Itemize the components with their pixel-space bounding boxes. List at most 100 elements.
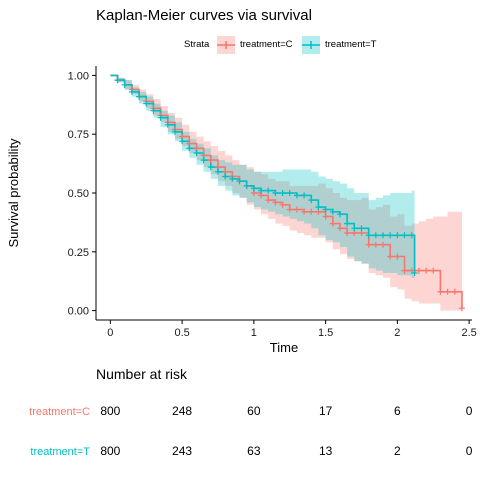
censor-mark (365, 241, 372, 248)
censor-mark (272, 199, 279, 206)
y-tick-label: 0.75 (68, 129, 89, 141)
x-tick-label: 2 (394, 327, 400, 339)
censor-mark (380, 232, 386, 239)
x-tick-label: 2.5 (461, 327, 476, 339)
censor-mark (136, 93, 143, 100)
censor-mark (401, 267, 408, 274)
x-tick-label: 1 (251, 327, 257, 339)
censor-mark (301, 208, 308, 215)
censor-mark (286, 206, 293, 213)
censor-mark (293, 192, 300, 199)
censor-mark (207, 157, 214, 164)
censor-mark (143, 100, 150, 107)
censor-mark (329, 208, 336, 215)
censor-mark (193, 150, 200, 156)
censor-mark (437, 288, 444, 295)
censor-mark (272, 190, 279, 196)
censor-mark (315, 204, 322, 211)
censor-mark (128, 88, 135, 95)
risk-count: 13 (319, 444, 333, 458)
x-tick-label: 0.5 (174, 327, 189, 339)
risk-table-title: Number at risk (96, 366, 188, 382)
censor-mark (301, 192, 308, 199)
censor-mark (157, 114, 164, 121)
risk-count: 63 (247, 444, 261, 458)
censor-mark (380, 241, 386, 248)
risk-count: 2 (394, 444, 401, 458)
censor-mark (351, 225, 358, 232)
confidence-band-treatment-t (110, 75, 415, 302)
censor-marks-treatment-t (114, 77, 418, 276)
x-axis-ticks: 0 0.5 1 1.5 2 2.5 (107, 320, 477, 339)
censor-mark (344, 220, 351, 227)
risk-count: 800 (100, 404, 120, 418)
censor-mark (337, 211, 343, 218)
censor-mark (229, 175, 236, 182)
legend-key-treatment-c (217, 36, 235, 54)
censor-mark (200, 157, 207, 164)
x-tick-label: 0 (107, 327, 113, 339)
risk-row-treatment-c: treatment=C 800 248 60 17 6 0 (29, 404, 473, 418)
x-tick-label: 1.5 (318, 327, 333, 339)
censor-mark (459, 305, 465, 312)
censor-mark (265, 197, 272, 204)
y-tick-label: 0.25 (68, 247, 89, 259)
y-tick-label: 1.00 (68, 70, 89, 82)
censor-mark (365, 232, 372, 239)
legend-label-treatment-c: treatment=C (240, 39, 293, 50)
risk-row-treatment-t: treatment=T 800 243 63 13 2 0 (30, 444, 472, 458)
censor-mark (387, 232, 394, 239)
censor-mark (344, 230, 351, 236)
censor-mark (394, 253, 401, 260)
plot-area (110, 74, 465, 312)
censor-mark (337, 225, 343, 232)
censor-mark (207, 164, 214, 171)
risk-count: 0 (466, 444, 473, 458)
censor-mark (408, 232, 415, 239)
risk-count: 0 (466, 404, 473, 418)
censor-mark (401, 232, 408, 239)
censor-mark (179, 138, 186, 145)
censor-mark (186, 145, 193, 152)
censor-mark (121, 81, 128, 88)
censor-mark (243, 182, 250, 189)
risk-count: 800 (100, 444, 120, 458)
y-axis-title: Survival probability (6, 138, 21, 248)
censor-mark (411, 270, 418, 276)
censor-mark (308, 208, 315, 215)
censor-mark (415, 267, 422, 274)
censor-mark (358, 225, 365, 232)
y-tick-label: 0.50 (68, 188, 89, 200)
risk-row-label: treatment=C (29, 406, 90, 418)
censor-mark (114, 77, 121, 84)
censor-mark (372, 241, 379, 248)
risk-count: 248 (172, 404, 192, 418)
censor-mark (171, 128, 178, 135)
risk-row-label: treatment=T (30, 446, 90, 458)
censor-mark (279, 201, 286, 208)
legend: Strata treatment=C treatment=T (184, 36, 377, 54)
censor-mark (372, 232, 379, 239)
censor-mark (430, 267, 437, 274)
censor-mark (164, 121, 171, 128)
censor-mark (293, 206, 300, 213)
censor-mark (329, 220, 336, 227)
chart-title: Kaplan-Meier curves via survival (96, 7, 312, 24)
censor-mark (150, 107, 157, 114)
x-axis-title: Time (270, 340, 298, 355)
censor-mark (258, 187, 264, 194)
censor-mark (444, 288, 451, 295)
censor-mark (222, 173, 229, 180)
censor-mark (236, 178, 243, 185)
risk-count: 17 (319, 404, 333, 418)
censor-mark (451, 288, 458, 295)
legend-key-treatment-t (302, 36, 320, 54)
censor-mark (322, 206, 329, 213)
legend-label-treatment-t: treatment=T (325, 39, 377, 50)
censor-mark (322, 213, 329, 220)
y-tick-label: 0.00 (68, 306, 89, 318)
censor-mark (394, 232, 401, 239)
